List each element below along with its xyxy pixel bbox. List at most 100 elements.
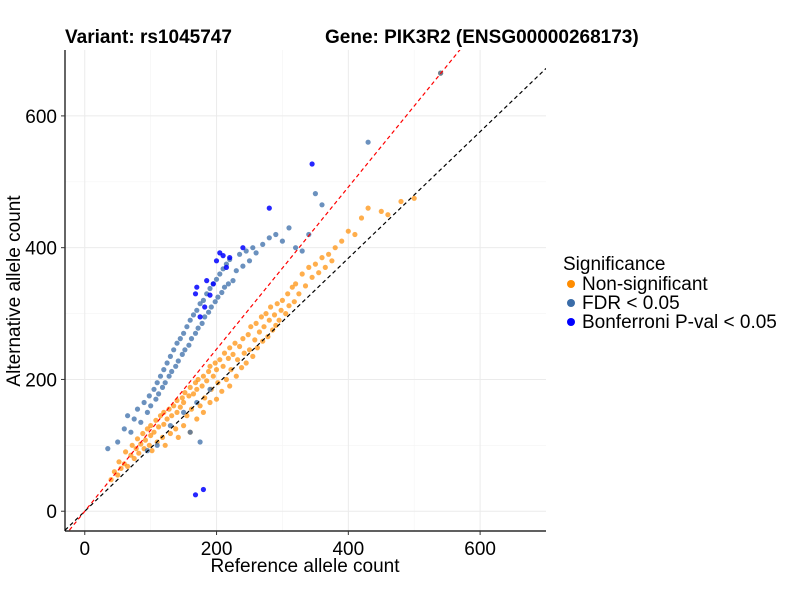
data-point <box>240 263 246 269</box>
data-point <box>161 421 167 427</box>
data-point <box>141 399 147 406</box>
data-point <box>306 264 312 270</box>
data-point <box>309 274 315 280</box>
gene-title: Gene: PIK3R2 (ENSG00000268173) <box>325 27 639 48</box>
data-point <box>162 380 168 386</box>
data-point <box>146 442 152 448</box>
data-point <box>173 363 179 369</box>
data-point <box>154 442 160 448</box>
data-point <box>228 367 234 373</box>
data-point <box>250 245 256 251</box>
data-point <box>210 281 216 287</box>
data-point <box>329 258 335 264</box>
data-point <box>116 459 122 465</box>
data-point <box>207 399 213 406</box>
data-point <box>263 311 269 317</box>
data-point <box>248 324 254 330</box>
plot-panel: 0 200 400 600 0 200 400 600 <box>25 50 546 560</box>
data-point <box>274 301 280 307</box>
data-point <box>153 417 159 423</box>
series-2 <box>192 161 315 498</box>
data-point <box>207 285 213 292</box>
data-point <box>345 228 351 234</box>
data-point <box>302 283 309 289</box>
data-point <box>250 353 256 359</box>
data-point <box>243 248 249 254</box>
data-point <box>149 448 155 454</box>
legend-key-1 <box>567 299 575 307</box>
data-point <box>202 314 208 320</box>
data-point <box>200 373 206 379</box>
legend-label-2: Bonferroni P-val < 0.05 <box>582 312 777 333</box>
legend-label-0: Non-significant <box>582 274 708 295</box>
data-point <box>166 406 172 412</box>
data-point <box>326 251 332 257</box>
x-tick-label: 0 <box>79 539 90 560</box>
data-point <box>125 413 131 419</box>
data-point <box>140 430 146 437</box>
data-point <box>164 360 170 366</box>
data-point <box>258 314 264 320</box>
data-point <box>252 337 258 343</box>
data-point <box>237 343 243 350</box>
data-point <box>279 238 285 244</box>
data-point <box>182 347 188 353</box>
data-point <box>179 395 185 401</box>
data-point <box>173 426 179 432</box>
data-point <box>306 231 312 238</box>
data-point <box>151 386 157 392</box>
data-point <box>273 322 279 328</box>
data-point <box>197 314 203 320</box>
data-point <box>241 350 247 356</box>
data-point <box>219 388 225 394</box>
data-point <box>378 208 384 214</box>
data-point <box>210 373 216 379</box>
data-point <box>194 416 200 422</box>
y-tick-label: 400 <box>25 239 57 260</box>
data-point <box>411 195 417 201</box>
data-point <box>265 334 271 340</box>
data-point <box>385 212 391 218</box>
data-point <box>225 281 231 287</box>
data-point <box>256 329 262 335</box>
legend-label-1: FDR < 0.05 <box>582 293 680 314</box>
data-point <box>283 311 289 317</box>
data-point <box>188 336 195 342</box>
data-point <box>212 299 218 305</box>
data-point <box>144 409 150 415</box>
data-point <box>266 317 272 323</box>
data-point <box>319 202 325 208</box>
data-point <box>105 446 111 452</box>
data-point <box>271 312 278 318</box>
y-tick-label: 200 <box>25 370 57 391</box>
data-point <box>190 312 197 318</box>
data-point <box>177 404 183 410</box>
data-point <box>169 413 175 419</box>
legend-key-0 <box>567 280 575 288</box>
data-point <box>167 430 173 437</box>
data-point <box>169 368 175 375</box>
data-point <box>197 439 203 445</box>
data-point <box>161 367 167 373</box>
data-point <box>291 299 297 305</box>
data-point <box>167 353 173 359</box>
variant-title: Variant: rs1045747 <box>65 27 232 48</box>
data-point <box>286 303 292 309</box>
data-point <box>233 373 239 379</box>
data-point <box>194 386 200 392</box>
data-point <box>175 434 181 440</box>
data-point <box>220 363 226 369</box>
reference-line-0 <box>65 68 546 531</box>
data-point <box>153 396 159 402</box>
data-point <box>174 340 180 346</box>
data-point <box>199 383 205 389</box>
data-point <box>289 284 295 290</box>
y-axis-title: Alternative allele count <box>4 195 25 387</box>
data-point <box>181 399 187 406</box>
data-point <box>128 452 134 458</box>
data-point <box>181 423 187 429</box>
data-point <box>171 347 177 353</box>
data-point <box>142 437 148 443</box>
data-point <box>151 429 157 435</box>
